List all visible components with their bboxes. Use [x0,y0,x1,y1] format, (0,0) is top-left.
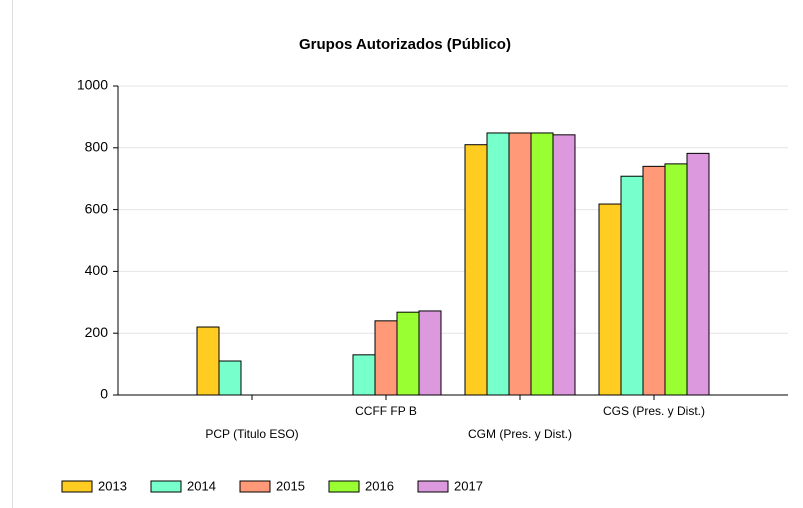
y-tick-label: 200 [85,324,109,340]
legend-swatch [239,480,271,493]
legend-label: 2017 [454,478,483,493]
bar [508,132,532,396]
bar [374,320,398,396]
y-tick-label: 0 [100,386,108,402]
legend-swatch [61,480,93,493]
bar [686,152,710,396]
x-tick-label: CGS (Pres. y Dist.) [603,404,705,418]
bar [552,134,576,396]
bar [530,132,554,396]
bar [464,144,488,396]
x-tick-label: CCFF FP B [355,404,417,418]
legend-swatch [150,480,182,493]
y-tick-label: 800 [85,139,109,155]
y-tick-label: 400 [85,262,109,278]
bar [396,311,420,396]
legend-swatch [417,480,449,493]
bar [196,326,220,396]
bar [218,360,242,396]
x-tick-label: CGM (Pres. y Dist.) [468,427,572,441]
x-tick-label: PCP (Titulo ESO) [205,427,298,441]
y-tick-label: 600 [85,200,109,216]
legend-label: 2015 [276,478,305,493]
bar [418,310,442,396]
bar [486,132,510,396]
bar [664,163,688,396]
chart-title: Grupos Autorizados (Público) [299,36,511,53]
bar [642,165,666,396]
bar [352,354,376,396]
legend-label: 2014 [187,478,216,493]
bar [620,175,644,396]
legend-swatch [328,480,360,493]
legend-label: 2016 [365,478,394,493]
y-tick-label: 1000 [77,77,108,93]
legend-label: 2013 [98,478,127,493]
bar [598,203,622,396]
